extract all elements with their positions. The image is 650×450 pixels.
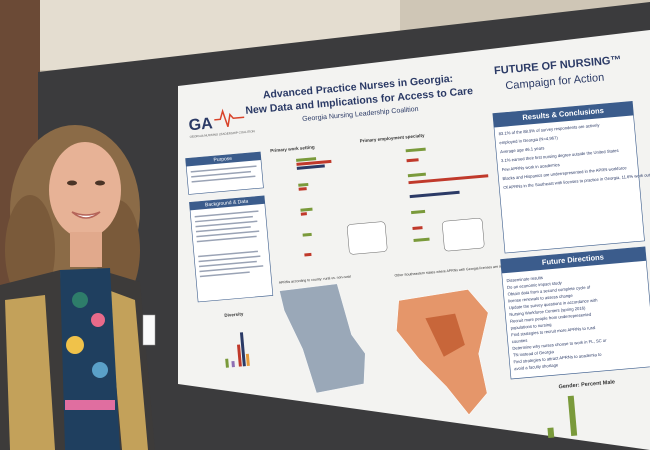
results-line: employed in Georgia (N=4,967) [499,135,558,145]
bar [547,427,555,438]
section-header [185,151,261,167]
future-line: Disseminate results [506,275,543,283]
map-caption: APRNs according to county: rural vs. non… [279,275,351,285]
callout [347,221,388,255]
results-line: Few APRNs work in academics [502,162,560,172]
future-line: counties [512,338,528,344]
section-heading: Purpose [213,156,232,164]
bar [567,395,578,436]
map-region [425,313,465,357]
future-line: populations to nursing [510,322,552,331]
chart-label: Diversity [224,311,244,318]
chart-label: Primary employment specialty [359,133,425,144]
chart-label: Primary work setting [270,144,315,153]
results-line: Average age 46.1 years [500,145,545,154]
bar-chart [225,147,489,368]
callout [442,218,485,252]
future-line: TN instead of Georgia [513,349,555,358]
georgia-map [279,283,366,394]
section-heading: Background & Data [205,199,249,209]
future-line: license renewals to assess change [508,293,574,304]
future-line: Do an economic impact study [507,280,563,290]
text-lines [190,165,264,278]
logo: GA [188,115,214,134]
section-header [492,101,634,128]
logo-caption: GEORGIA NURSING LEADERSHIP COALITION [190,129,255,139]
logo-heartbeat [214,108,245,127]
person [0,125,156,450]
section-header [189,195,265,211]
future-line: Nursing Workforce Centers (spring 2016) [509,305,586,317]
background-box [189,195,274,303]
chart-label: Gender: Percent Male [558,379,615,390]
section-header [500,246,647,274]
future-line: avoid a faculty shortage [514,362,559,371]
